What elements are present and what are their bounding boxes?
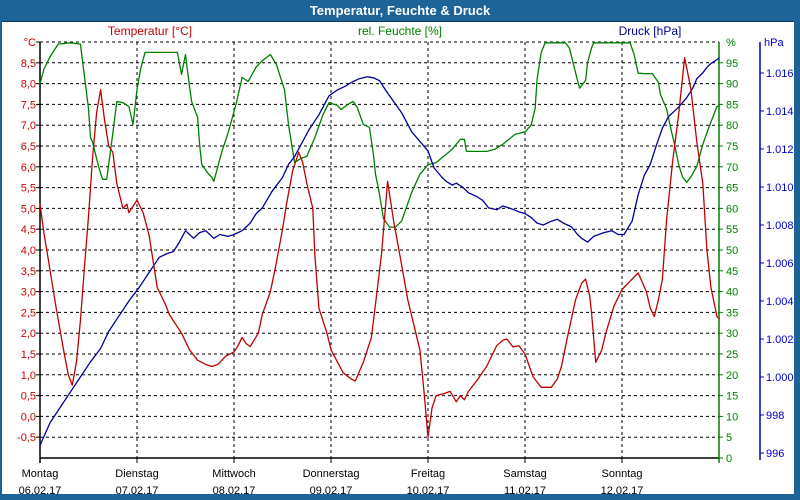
pressure-tick-label: 1.000 — [766, 372, 794, 384]
temp-axis-unit: °C — [24, 37, 36, 49]
humidity-tick-label: 70 — [726, 162, 738, 174]
temp-tick-label: 2,5 — [21, 307, 36, 319]
pressure-tick-label: 1.014 — [766, 106, 794, 118]
humidity-tick-label: 0 — [726, 453, 732, 465]
temp-tick-label: 8,0 — [21, 79, 36, 91]
legend-humidity: rel. Feuchte [%] — [358, 24, 442, 38]
humidity-tick-label: 35 — [726, 307, 738, 319]
humidity-tick-label: 80 — [726, 120, 738, 132]
day-name-label: Sonntag — [602, 468, 643, 480]
temp-tick-label: 3,5 — [21, 266, 36, 278]
temp-tick-label: 2,0 — [21, 328, 36, 340]
temp-tick-label: 7,5 — [21, 99, 36, 111]
humidity-tick-label: 90 — [726, 79, 738, 91]
temp-tick-label: 7,0 — [21, 120, 36, 132]
humidity-tick-label: 30 — [726, 328, 738, 340]
humidity-tick-label: 5 — [726, 432, 732, 444]
series-pressure — [39, 57, 720, 447]
humidity-tick-label: 50 — [726, 245, 738, 257]
pressure-tick-label: 1.010 — [766, 182, 794, 194]
day-name-label: Samstag — [503, 468, 546, 480]
temp-tick-label: 1,0 — [21, 370, 36, 382]
humidity-tick-label: 40 — [726, 287, 738, 299]
temp-tick-label: 8,5 — [21, 58, 36, 70]
temp-tick-label: 4,5 — [21, 224, 36, 236]
day-name-label: Freitag — [411, 468, 445, 480]
pressure-tick-label: 1.008 — [766, 220, 794, 232]
temp-tick-label: 5,5 — [21, 183, 36, 195]
series-temperature — [39, 57, 720, 438]
pressure-tick-label: 1.016 — [766, 68, 794, 80]
day-name-label: Montag — [22, 468, 59, 480]
temp-tick-label: 4,0 — [21, 245, 36, 257]
temp-tick-label: 6,0 — [21, 162, 36, 174]
humidity-tick-label: 45 — [726, 266, 738, 278]
temp-tick-label: -0,5 — [17, 432, 36, 444]
pressure-tick-label: 996 — [766, 448, 784, 460]
temp-tick-label: 3,0 — [21, 287, 36, 299]
humidity-axis-unit: % — [726, 37, 736, 49]
humidity-tick-label: 25 — [726, 349, 738, 361]
temp-tick-label: 6,5 — [21, 141, 36, 153]
temp-tick-label: 5,0 — [21, 203, 36, 215]
humidity-tick-label: 95 — [726, 58, 738, 70]
pressure-axis-unit: hPa — [764, 37, 784, 49]
pressure-tick-label: 1.006 — [766, 258, 794, 270]
humidity-tick-label: 85 — [726, 99, 738, 111]
temp-tick-label: 1,5 — [21, 349, 36, 361]
window-border-right — [794, 0, 800, 500]
humidity-tick-label: 60 — [726, 203, 738, 215]
humidity-tick-label: 15 — [726, 391, 738, 403]
temp-tick-label: 0,0 — [21, 411, 36, 423]
legend-temperature: Temperatur [°C] — [108, 24, 192, 38]
legend-pressure: Druck [hPa] — [619, 24, 682, 38]
humidity-tick-label: 75 — [726, 141, 738, 153]
window-border-left — [0, 0, 2, 500]
day-name-label: Mittwoch — [212, 468, 255, 480]
pressure-tick-label: 998 — [766, 410, 784, 422]
humidity-tick-label: 65 — [726, 183, 738, 195]
day-name-label: Donnerstag — [303, 468, 360, 480]
window-border-bottom — [0, 494, 800, 500]
temp-tick-label: 0,5 — [21, 391, 36, 403]
humidity-tick-label: 10 — [726, 411, 738, 423]
pressure-tick-label: 1.002 — [766, 334, 794, 346]
pressure-tick-label: 1.004 — [766, 296, 794, 308]
humidity-tick-label: 55 — [726, 224, 738, 236]
series-humidity — [39, 42, 720, 228]
day-name-label: Dienstag — [115, 468, 158, 480]
window-title: Temperatur, Feuchte & Druck — [310, 3, 491, 18]
title-bar — [0, 0, 800, 21]
pressure-tick-label: 1.012 — [766, 144, 794, 156]
humidity-tick-label: 20 — [726, 370, 738, 382]
